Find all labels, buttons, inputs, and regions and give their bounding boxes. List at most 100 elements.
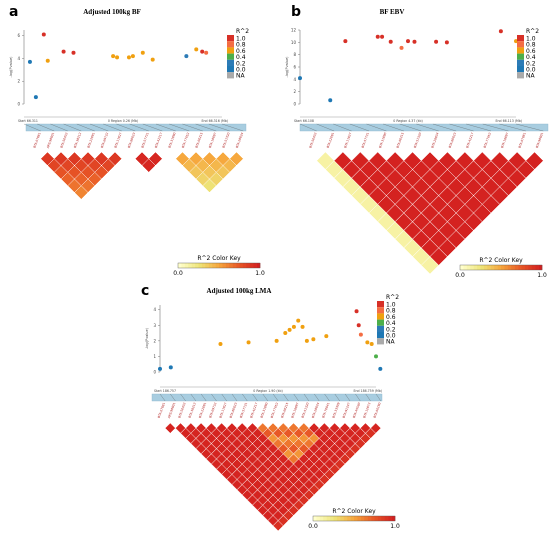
color-key-segment (470, 265, 474, 270)
snp-connector (89, 123, 109, 132)
y-tick-label: 2 (293, 89, 296, 94)
legend-label: 0.4 (526, 54, 536, 61)
legend-swatch (227, 66, 234, 73)
panel-c: c Adjusted 100kg LMA01234-log(Pvalue)R^21… (141, 283, 400, 532)
r2-legend: R^21.00.80.60.40.20.0NA (227, 28, 249, 80)
color-key-segment (340, 516, 345, 521)
snp-label: BTA.31890 (260, 402, 269, 419)
legend-label: 0.2 (236, 60, 246, 67)
snp-label: BTA.50432 (59, 132, 68, 149)
snp-connector (63, 123, 82, 132)
color-key-segment (323, 516, 327, 521)
legend-swatch (377, 319, 384, 326)
data-point (311, 337, 316, 342)
color-key-segment (343, 516, 348, 521)
data-point (380, 34, 385, 39)
snp-connector (366, 123, 387, 132)
r2-legend: R^21.00.80.60.40.20.0NA (377, 294, 399, 346)
legend-label: 0.0 (236, 67, 246, 74)
data-point (354, 309, 359, 314)
ld-cell (164, 422, 176, 434)
y-tick-label: 6 (293, 65, 296, 70)
color-key-segment (242, 263, 247, 268)
color-key-segment (381, 516, 386, 521)
color-key-max: 1.0 (255, 270, 265, 277)
snp-connector (37, 123, 55, 132)
snp-label: BTA.22091 (86, 132, 95, 149)
snp-connector (23, 123, 41, 132)
color-key-segment (229, 263, 233, 268)
snp-connector (416, 123, 439, 132)
snp-label: BTA.12873 (362, 402, 371, 419)
color-key-segment (483, 265, 488, 270)
data-point (168, 365, 173, 370)
color-key-segment (195, 263, 199, 268)
y-tick-label: 0 (153, 370, 156, 375)
region-start: Start 66.311 (18, 119, 38, 123)
color-key-segment (460, 265, 464, 270)
region-center: 0 Region 0.26 (Mb) (108, 119, 138, 123)
region-end: End 66.316 (Mb) (202, 119, 229, 123)
legend-swatch (377, 338, 384, 345)
color-key-segment (225, 263, 230, 268)
snp-label: BTA.50432 (308, 132, 317, 149)
snp-label: BTA.77652 (181, 132, 190, 149)
snp-connector (116, 123, 136, 132)
legend-swatch (517, 66, 524, 73)
snp-label: ARS.98801 (46, 132, 55, 149)
data-point (369, 341, 374, 346)
data-point (111, 54, 116, 59)
data-point (184, 54, 189, 59)
snp-label: BTA.80023 (448, 132, 457, 149)
snp-label: BTA.51320 (221, 132, 230, 149)
data-point (115, 55, 120, 60)
snp-connector (221, 123, 244, 132)
snp-label: BTA.80023 (229, 402, 238, 419)
color-key-segment (477, 265, 481, 270)
color-key-segment (473, 265, 478, 270)
data-point (300, 324, 305, 329)
legend-label: 0.4 (236, 54, 246, 61)
snp-connector (299, 123, 317, 132)
legend-label: 0.4 (386, 320, 396, 327)
legend-label: 0.6 (386, 314, 396, 321)
color-key-segment (501, 265, 505, 270)
data-point (130, 54, 135, 59)
data-point (41, 32, 46, 37)
snp-label: BTA.80023 (127, 132, 136, 149)
region-center: 0 Region 4.37 (kb) (393, 119, 422, 123)
y-tick-label: 0 (293, 102, 296, 107)
panel-letter: a (9, 4, 18, 20)
ld-heatmap (164, 422, 382, 532)
snp-connector (182, 123, 203, 132)
color-key-segment (330, 516, 334, 521)
color-key-segment (490, 265, 495, 270)
ld-cell (148, 151, 163, 166)
data-point (358, 332, 363, 337)
data-point (150, 57, 155, 62)
snp-strip (299, 123, 549, 132)
snp-label: BTA.11027 (113, 132, 122, 149)
y-tick-label: 4 (293, 77, 296, 82)
legend-swatch (227, 72, 234, 79)
color-key-segment (256, 263, 261, 268)
data-point (406, 39, 410, 44)
color-key-segment (350, 516, 355, 521)
snp-connector (333, 123, 352, 132)
region-end: End 66.113 (Mb) (496, 119, 523, 123)
color-key: R^2 Color Key 0.0 1.0 (173, 255, 265, 277)
color-key-min: 0.0 (173, 270, 183, 277)
snp-connector (365, 393, 371, 402)
snp-connector (155, 123, 176, 132)
color-key-segment (357, 516, 362, 521)
color-key-segment (236, 263, 240, 268)
snp-connector (252, 393, 258, 402)
y-axis-label: -log(Pvalue) (145, 327, 149, 349)
data-point (71, 50, 76, 55)
snp-connector (142, 123, 163, 132)
snp-label: BTA.22091 (326, 132, 335, 149)
color-key-segment (466, 265, 471, 270)
y-tick-label: 4 (153, 307, 156, 312)
snp-connector (345, 393, 351, 402)
color-key: R^2 Color Key 0.0 1.0 (455, 257, 547, 279)
